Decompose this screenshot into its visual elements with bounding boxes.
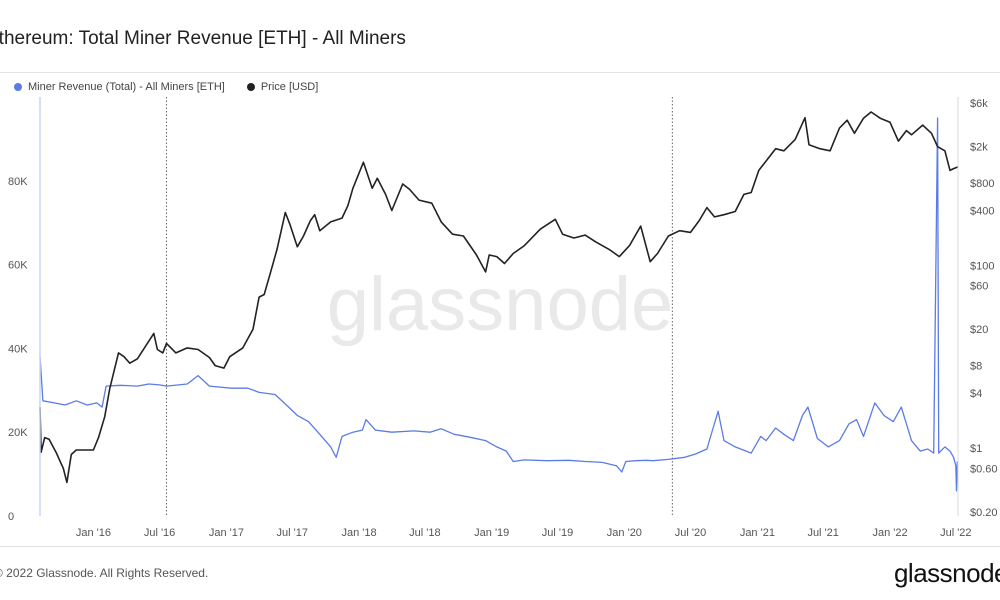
- series-line-miner-revenue: [39, 117, 958, 492]
- x-tick-label: Jan '18: [342, 527, 377, 539]
- x-tick-label: Jul '18: [409, 527, 440, 539]
- x-tick-label: Jan '22: [872, 527, 907, 539]
- y-right-ticks: $0.20 $0.60 $1 $4 $8 $20 $60 $100 $400 $800 $2k $6k: [970, 98, 998, 519]
- glassnode-logo[interactable]: glassnode: [893, 558, 1000, 588]
- legend-label-miner-revenue: Miner Revenue (Total) - All Miners [ETH]: [28, 81, 225, 93]
- x-tick-label: Jan '19: [474, 527, 509, 539]
- y-right-tick-label: $2k: [970, 142, 988, 154]
- y-left-tick-label: 40K: [8, 343, 28, 355]
- y-right-tick-label: $8: [970, 361, 982, 373]
- y-right-tick-label: $0.20: [970, 507, 998, 519]
- x-tick-label: Jan '16: [76, 527, 111, 539]
- chart: glassnode 0 20K 40K 60K 80K $0.20 $0.60 $1 $4 $8…: [8, 97, 998, 539]
- legend-swatch-price: [246, 83, 255, 91]
- y-right-tick-label: $100: [970, 260, 994, 272]
- series-lines: [39, 111, 959, 492]
- x-tick-label: Jan '20: [607, 527, 642, 539]
- footer-divider: [0, 546, 1000, 547]
- series-line-price: [39, 111, 959, 484]
- legend-item-miner-revenue[interactable]: Miner Revenue (Total) - All Miners [ETH]: [14, 81, 225, 93]
- x-tick-label: Jul '16: [144, 527, 175, 539]
- legend-item-price[interactable]: Price [USD]: [246, 81, 319, 93]
- y-right-tick-label: $20: [970, 324, 988, 336]
- page-title: Ethereum: Total Miner Revenue [ETH] - Al…: [0, 28, 406, 49]
- y-left-tick-label: 0: [8, 511, 14, 523]
- y-right-tick-label: $6k: [970, 98, 988, 110]
- watermark: glassnode: [327, 262, 674, 347]
- y-left-tick-label: 20K: [8, 427, 28, 439]
- y-right-tick-label: $4: [970, 388, 982, 400]
- x-tick-label: Jul '17: [276, 527, 307, 539]
- y-right-tick-label: $60: [970, 281, 988, 293]
- y-left-tick-label: 80K: [8, 176, 28, 188]
- y-right-tick-label: $800: [970, 178, 994, 190]
- y-right-tick-label: $0.60: [970, 463, 998, 475]
- x-tick-label: Jul '21: [807, 527, 838, 539]
- legend-label-price: Price [USD]: [260, 81, 319, 93]
- x-tick-label: Jan '21: [740, 527, 775, 539]
- x-ticks: Jan '16 Jul '16 Jan '17 Jul '17 Jan '18 Jul '…: [76, 527, 972, 539]
- y-right-tick-label: $400: [970, 205, 994, 217]
- y-right-tick-label: $1: [970, 443, 982, 455]
- y-left-tick-label: 60K: [8, 260, 28, 272]
- x-tick-label: Jul '22: [940, 527, 971, 539]
- copyright: © 2022 Glassnode. All Rights Reserved.: [0, 566, 209, 580]
- x-tick-label: Jul '20: [675, 527, 706, 539]
- legend-swatch-miner-revenue: [14, 83, 22, 91]
- legend: Miner Revenue (Total) - All Miners [ETH]…: [14, 81, 318, 93]
- x-tick-label: Jul '19: [542, 527, 573, 539]
- y-left-ticks: 0 20K 40K 60K 80K: [8, 176, 28, 523]
- x-tick-label: Jan '17: [209, 527, 244, 539]
- header-divider: [0, 72, 1000, 73]
